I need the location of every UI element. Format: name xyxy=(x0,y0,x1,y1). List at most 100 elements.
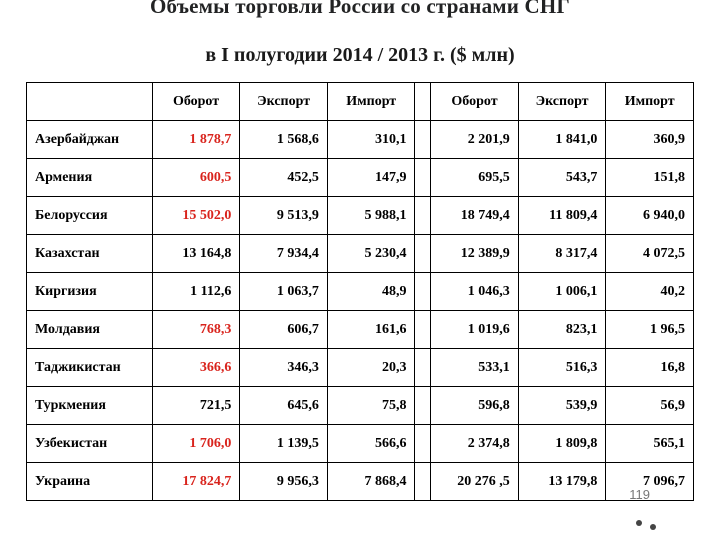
cell-oborot-2: 18 749,4 xyxy=(431,197,519,235)
cell-import-1: 147,9 xyxy=(327,159,415,197)
cell-export-2: 1 841,0 xyxy=(518,121,606,159)
cell-export-1: 1 139,5 xyxy=(240,425,328,463)
cell-oborot-1: 1 706,0 xyxy=(152,425,240,463)
cell-import-2: 151,8 xyxy=(606,159,694,197)
table-row: Туркмения721,5645,675,8 596,8539,956,9 xyxy=(27,387,694,425)
cell-export-1: 606,7 xyxy=(240,311,328,349)
cell-country: Узбекистан xyxy=(27,425,153,463)
cell-oborot-1: 721,5 xyxy=(152,387,240,425)
cell-import-2: 6 940,0 xyxy=(606,197,694,235)
cell-export-1: 9 956,3 xyxy=(240,463,328,501)
trade-table-wrap: Оборот Экспорт Импорт Оборот Экспорт Имп… xyxy=(26,82,694,501)
cell-export-1: 645,6 xyxy=(240,387,328,425)
cell-export-1: 7 934,4 xyxy=(240,235,328,273)
table-row: Молдавия768,3606,7161,6 1 019,6823,11 96,… xyxy=(27,311,694,349)
cell-export-1: 452,5 xyxy=(240,159,328,197)
cell-oborot-1: 1 112,6 xyxy=(152,273,240,311)
cell-oborot-1: 1 878,7 xyxy=(152,121,240,159)
cell-oborot-2: 12 389,9 xyxy=(431,235,519,273)
cell-gap xyxy=(415,197,431,235)
cell-oborot-2: 695,5 xyxy=(431,159,519,197)
cell-import-2: 1 96,5 xyxy=(606,311,694,349)
table-row: Киргизия1 112,61 063,748,9 1 046,31 006,1… xyxy=(27,273,694,311)
cell-gap xyxy=(415,463,431,501)
cell-import-1: 566,6 xyxy=(327,425,415,463)
table-row: Казахстан13 164,87 934,45 230,4 12 389,98… xyxy=(27,235,694,273)
cell-export-2: 539,9 xyxy=(518,387,606,425)
cell-oborot-2: 1 046,3 xyxy=(431,273,519,311)
cell-export-2: 543,7 xyxy=(518,159,606,197)
cell-import-2: 565,1 xyxy=(606,425,694,463)
cell-import-1: 48,9 xyxy=(327,273,415,311)
cell-export-2: 8 317,4 xyxy=(518,235,606,273)
cell-export-1: 9 513,9 xyxy=(240,197,328,235)
table-row: Украина17 824,79 956,37 868,420 276 ,513… xyxy=(27,463,694,501)
trade-table: Оборот Экспорт Импорт Оборот Экспорт Имп… xyxy=(26,82,694,501)
cell-country: Украина xyxy=(27,463,153,501)
cell-country: Азербайджан xyxy=(27,121,153,159)
th-export-2: Экспорт xyxy=(518,83,606,121)
table-row: Армения600,5452,5147,9 695,5543,7151,8 xyxy=(27,159,694,197)
cell-import-1: 20,3 xyxy=(327,349,415,387)
cell-export-2: 11 809,4 xyxy=(518,197,606,235)
cell-country: Таджикистан xyxy=(27,349,153,387)
cell-import-1: 75,8 xyxy=(327,387,415,425)
cell-gap xyxy=(415,235,431,273)
page-number: 119 xyxy=(629,487,650,502)
th-oborot-2: Оборот xyxy=(431,83,519,121)
cell-import-2: 360,9 xyxy=(606,121,694,159)
table-header-row: Оборот Экспорт Импорт Оборот Экспорт Имп… xyxy=(27,83,694,121)
cell-country: Туркмения xyxy=(27,387,153,425)
cell-export-2: 13 179,8 xyxy=(518,463,606,501)
cell-oborot-2: 596,8 xyxy=(431,387,519,425)
page-title-cut: Объемы торговли России со странами СНГ xyxy=(0,0,720,19)
cell-country: Армения xyxy=(27,159,153,197)
cell-export-1: 346,3 xyxy=(240,349,328,387)
cell-oborot-2: 2 201,9 xyxy=(431,121,519,159)
cell-export-2: 823,1 xyxy=(518,311,606,349)
cell-gap xyxy=(415,349,431,387)
cell-import-1: 161,6 xyxy=(327,311,415,349)
cell-gap xyxy=(415,311,431,349)
cell-gap xyxy=(415,387,431,425)
cell-export-1: 1 063,7 xyxy=(240,273,328,311)
cell-gap xyxy=(415,425,431,463)
cell-oborot-1: 15 502,0 xyxy=(152,197,240,235)
th-oborot-1: Оборот xyxy=(152,83,240,121)
cell-export-2: 1 006,1 xyxy=(518,273,606,311)
cell-export-2: 1 809,8 xyxy=(518,425,606,463)
th-import-2: Импорт xyxy=(606,83,694,121)
cell-country: Молдавия xyxy=(27,311,153,349)
cell-export-2: 516,3 xyxy=(518,349,606,387)
cell-import-1: 5 988,1 xyxy=(327,197,415,235)
table-row: Узбекистан1 706,01 139,5566,62 374,81 80… xyxy=(27,425,694,463)
cell-import-2: 16,8 xyxy=(606,349,694,387)
cell-oborot-2: 20 276 ,5 xyxy=(431,463,519,501)
page-subtitle: в I полугодии 2014 / 2013 г. ($ млн) xyxy=(0,44,720,67)
cell-import-2: 4 072,5 xyxy=(606,235,694,273)
table-row: Таджикистан366,6346,320,3533,1516,316,8 xyxy=(27,349,694,387)
cell-import-2: 40,2 xyxy=(606,273,694,311)
cell-gap xyxy=(415,273,431,311)
cell-gap xyxy=(415,159,431,197)
cell-oborot-1: 768,3 xyxy=(152,311,240,349)
cell-country: Киргизия xyxy=(27,273,153,311)
th-blank xyxy=(27,83,153,121)
cell-oborot-2: 1 019,6 xyxy=(431,311,519,349)
th-import-1: Импорт xyxy=(327,83,415,121)
th-gap xyxy=(415,83,431,121)
cell-country: Белоруссия xyxy=(27,197,153,235)
cell-oborot-1: 600,5 xyxy=(152,159,240,197)
cell-import-1: 7 868,4 xyxy=(327,463,415,501)
table-row: Белоруссия15 502,09 513,95 988,1 18 749,4… xyxy=(27,197,694,235)
cell-export-1: 1 568,6 xyxy=(240,121,328,159)
cell-import-2: 56,9 xyxy=(606,387,694,425)
decorative-dot xyxy=(636,520,642,526)
table-row: Азербайджан1 878,71 568,6310,1 2 201,91 8… xyxy=(27,121,694,159)
decorative-dot xyxy=(650,524,656,530)
cell-oborot-1: 366,6 xyxy=(152,349,240,387)
cell-country: Казахстан xyxy=(27,235,153,273)
cell-oborot-1: 13 164,8 xyxy=(152,235,240,273)
cell-import-1: 5 230,4 xyxy=(327,235,415,273)
cell-import-1: 310,1 xyxy=(327,121,415,159)
